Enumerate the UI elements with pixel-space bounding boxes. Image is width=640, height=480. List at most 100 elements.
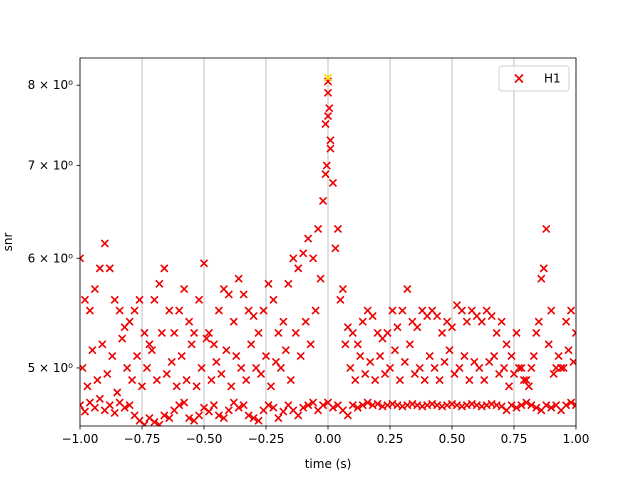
marker [137, 382, 147, 391]
marker [460, 351, 469, 361]
y-tick-label: 8 × 10⁰ [28, 78, 74, 92]
marker [100, 239, 109, 248]
marker [130, 306, 139, 315]
x-tick-label: −0.75 [124, 432, 161, 446]
marker [388, 306, 397, 315]
marker [118, 334, 127, 343]
marker [425, 351, 434, 361]
ticks: −1.00 −0.75 −0.50 −0.25 0.00 0.25 0.50 0.75 1.00… [28, 78, 590, 446]
marker [514, 363, 524, 373]
marker [227, 382, 236, 391]
marker [209, 340, 218, 349]
x-tick-label: 0.75 [501, 432, 528, 446]
marker [232, 351, 241, 361]
marker [326, 144, 335, 153]
marker [229, 317, 238, 326]
marker [517, 401, 526, 410]
marker [502, 340, 511, 349]
marker [289, 254, 298, 263]
marker [85, 306, 94, 315]
marker [304, 401, 313, 410]
marker [326, 136, 335, 145]
marker [475, 363, 484, 373]
x-tick-label: 0.00 [315, 432, 342, 446]
marker [80, 295, 90, 304]
marker [519, 376, 528, 385]
marker [557, 363, 566, 373]
marker [234, 274, 243, 283]
marker [318, 196, 328, 205]
marker [559, 363, 568, 373]
x-tick-label: −0.50 [186, 432, 223, 446]
marker [562, 317, 571, 326]
marker [477, 317, 486, 326]
highlight-marker [323, 73, 333, 82]
marker [338, 285, 347, 294]
marker [224, 406, 233, 415]
marker [341, 340, 350, 349]
y-tick-label: 6 × 10⁰ [28, 251, 74, 265]
marker [162, 369, 171, 379]
marker [361, 369, 370, 379]
marker [462, 317, 471, 326]
marker [254, 416, 263, 425]
legend-marker [514, 73, 524, 84]
marker [157, 328, 166, 337]
x-tick-label: 0.50 [439, 432, 466, 446]
marker [532, 403, 541, 412]
marker [537, 274, 546, 283]
marker [194, 295, 204, 304]
marker [529, 351, 538, 361]
marker [259, 306, 268, 315]
marker [170, 328, 179, 337]
marker [194, 411, 204, 420]
marker [512, 328, 521, 337]
marker [284, 279, 293, 288]
marker [264, 401, 273, 410]
marker [294, 264, 303, 273]
marker [438, 328, 447, 337]
marker [279, 407, 288, 416]
marker [343, 411, 352, 420]
marker [150, 417, 159, 426]
marker [299, 403, 308, 412]
marker [150, 295, 159, 304]
marker [113, 388, 122, 397]
marker [145, 340, 154, 349]
marker [403, 285, 412, 294]
marker [507, 401, 516, 410]
marker [390, 346, 400, 355]
marker [497, 317, 506, 326]
marker [264, 279, 273, 288]
marker [90, 403, 99, 412]
marker [440, 357, 449, 367]
marker [571, 401, 576, 410]
marker [455, 363, 464, 373]
marker [358, 401, 367, 410]
marker [373, 399, 382, 408]
marker [294, 411, 303, 420]
marker [249, 312, 258, 321]
marker [325, 104, 334, 113]
marker [165, 414, 174, 423]
marker [247, 340, 256, 349]
marker [524, 382, 533, 391]
marker [207, 376, 216, 385]
marker [214, 306, 223, 315]
marker [80, 254, 85, 263]
marker [358, 317, 367, 326]
marker [95, 264, 104, 273]
marker [348, 401, 357, 410]
marker [492, 328, 501, 337]
marker [147, 346, 156, 355]
marker [132, 351, 142, 361]
marker [182, 376, 191, 385]
marker [115, 306, 124, 315]
marker [279, 317, 288, 326]
marker [564, 346, 573, 355]
marker [266, 382, 276, 391]
marker [500, 363, 509, 373]
marker [490, 351, 499, 361]
marker [328, 178, 338, 188]
